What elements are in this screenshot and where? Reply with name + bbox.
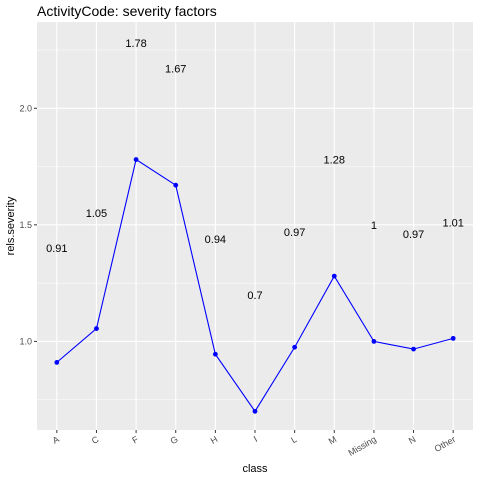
data-point-c <box>94 326 99 331</box>
y-tick-label-1: 1.5 <box>19 220 32 230</box>
x-tick-label-f: F <box>130 434 140 446</box>
data-point-f <box>133 157 139 162</box>
data-point-a <box>54 359 60 365</box>
x-axis-title: class <box>242 463 268 475</box>
x-axis: A C F G H I L M Missing N Other <box>51 430 457 458</box>
data-point-missing <box>371 339 377 344</box>
data-label-g: 1.67 <box>165 64 186 76</box>
data-label-f: 1.78 <box>125 38 146 50</box>
y-axis-title: rels.severity <box>5 196 17 255</box>
data-label-n: 0.97 <box>403 229 424 241</box>
x-tick-label-n: N <box>407 434 418 446</box>
x-tick-label-l: L <box>289 434 298 445</box>
data-label-a: 0.91 <box>46 243 67 255</box>
grid-major <box>37 22 473 430</box>
x-tick-label-h: H <box>209 434 220 446</box>
x-tick-label-other: Other <box>433 434 457 454</box>
x-tick-label-m: M <box>327 434 338 446</box>
data-label-l: 0.97 <box>284 227 305 239</box>
data-point-g <box>173 182 179 188</box>
y-axis: 1.0 1.5 2.0 <box>19 103 37 346</box>
data-point-n <box>411 346 416 352</box>
data-label-h: 0.94 <box>205 234 226 246</box>
data-label-c: 1.05 <box>86 208 107 220</box>
y-tick-label-2: 2.0 <box>19 103 32 113</box>
data-point-h <box>212 351 218 357</box>
data-point-m <box>331 273 337 279</box>
data-label-i: 0.7 <box>247 290 262 302</box>
data-labels: 0.91 1.05 1.78 1.67 0.94 0.7 0.97 1.28 1 0.97 1.01 <box>46 38 464 302</box>
data-point-other <box>450 335 456 341</box>
data-label-missing: 1 <box>371 220 377 232</box>
y-tick-label-0: 1.0 <box>19 336 32 346</box>
data-label-other: 1.01 <box>442 218 463 230</box>
data-point-i <box>252 408 258 414</box>
x-tick-label-i: I <box>252 434 259 444</box>
x-tick-label-g: G <box>169 434 180 446</box>
series-points <box>54 157 456 414</box>
chart-title: ActivityCode: severity factors <box>37 3 217 19</box>
x-tick-label-missing: Missing <box>346 434 377 458</box>
x-tick-label-c: C <box>90 434 101 446</box>
data-label-m: 1.28 <box>324 155 345 167</box>
x-tick-label-a: A <box>51 434 61 446</box>
data-point-l <box>292 344 298 350</box>
